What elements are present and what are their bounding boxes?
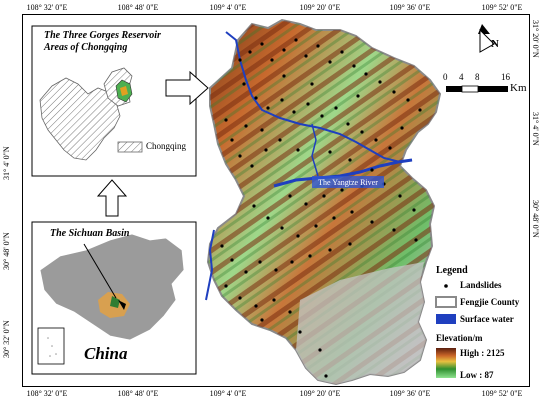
lon-tick-label: 108° 48' 0"E [117,389,159,398]
china-map [39,233,185,341]
legend-landslide-dot [444,284,448,288]
basin-pointer [83,243,117,299]
legend-item-water: Surface water [460,314,514,324]
lon-tick-label: 109° 20' 0"E [299,389,341,398]
chongqing-region [39,77,121,161]
lon-tick-label: 108° 48' 0"E [117,3,159,12]
lon-tick-label: 109° 4' 0"E [209,3,247,12]
west-river [205,229,215,301]
landslide-points [220,38,422,378]
scale-bar [446,85,508,93]
river-label-bg [312,176,384,188]
reservoir-title-line2: Areas of Chongqing [44,42,128,53]
legend-elevation-low: Low : 87 [460,370,494,380]
lon-tick-label: 109° 20' 0"E [299,3,341,12]
river-label: The Yangtze River [318,178,378,187]
lon-tick-label: 109° 36' 0"E [389,3,431,12]
reservoir-title-line1: The Three Gorges Reservoir [44,30,161,41]
lon-tick-label: 109° 36' 0"E [389,389,431,398]
chongqing-legend-label: Chongqing [146,141,187,151]
side-stream [311,123,319,177]
legend-title: Legend [436,265,468,276]
lon-tick-label: 109° 52' 0"E [481,3,523,12]
scale-unit: Km [510,82,527,94]
north-arrow-icon [478,24,495,53]
legend-item-county: Fengjie County [460,297,520,307]
lon-tick-label: 109° 4' 0"E [209,389,247,398]
legend-elevation-title: Elevation/m [436,333,483,343]
lon-tick-label: 109° 52' 0"E [481,389,523,398]
scale-label: 16 [501,72,510,82]
scale-label: 4 [459,72,464,82]
legend-county-swatch [435,296,457,308]
china-label: China [84,344,128,363]
legend-item-landslides: Landslides [460,280,502,290]
south-china-sea-box [37,327,65,365]
southern-highlands [296,262,426,384]
yangtze-river [273,158,413,188]
basin-green [110,296,120,308]
fengjie-marker [120,86,128,96]
lon-tick-label: 108° 32' 0"E [26,3,68,12]
arrow-up [96,179,128,217]
chongqing-legend-swatch [117,141,143,153]
legend-elevation-high: High : 2125 [460,348,505,358]
legend-elevation-ramp [436,348,456,378]
arrow-to-county [165,70,209,106]
chongqing-black [118,300,126,310]
legend-water-swatch [436,314,456,324]
reservoir-inset-title: The Three Gorges Reservoir Areas of Chon… [44,30,194,54]
tributary-river [225,31,413,164]
south-china-sea-islands [47,337,57,357]
lon-tick-label: 108° 32' 0"E [26,389,68,398]
north-letter: N [491,38,499,50]
scale-label: 8 [475,72,480,82]
basin-inset-title: The Sichuan Basin [50,228,130,239]
scale-label: 0 [443,72,448,82]
